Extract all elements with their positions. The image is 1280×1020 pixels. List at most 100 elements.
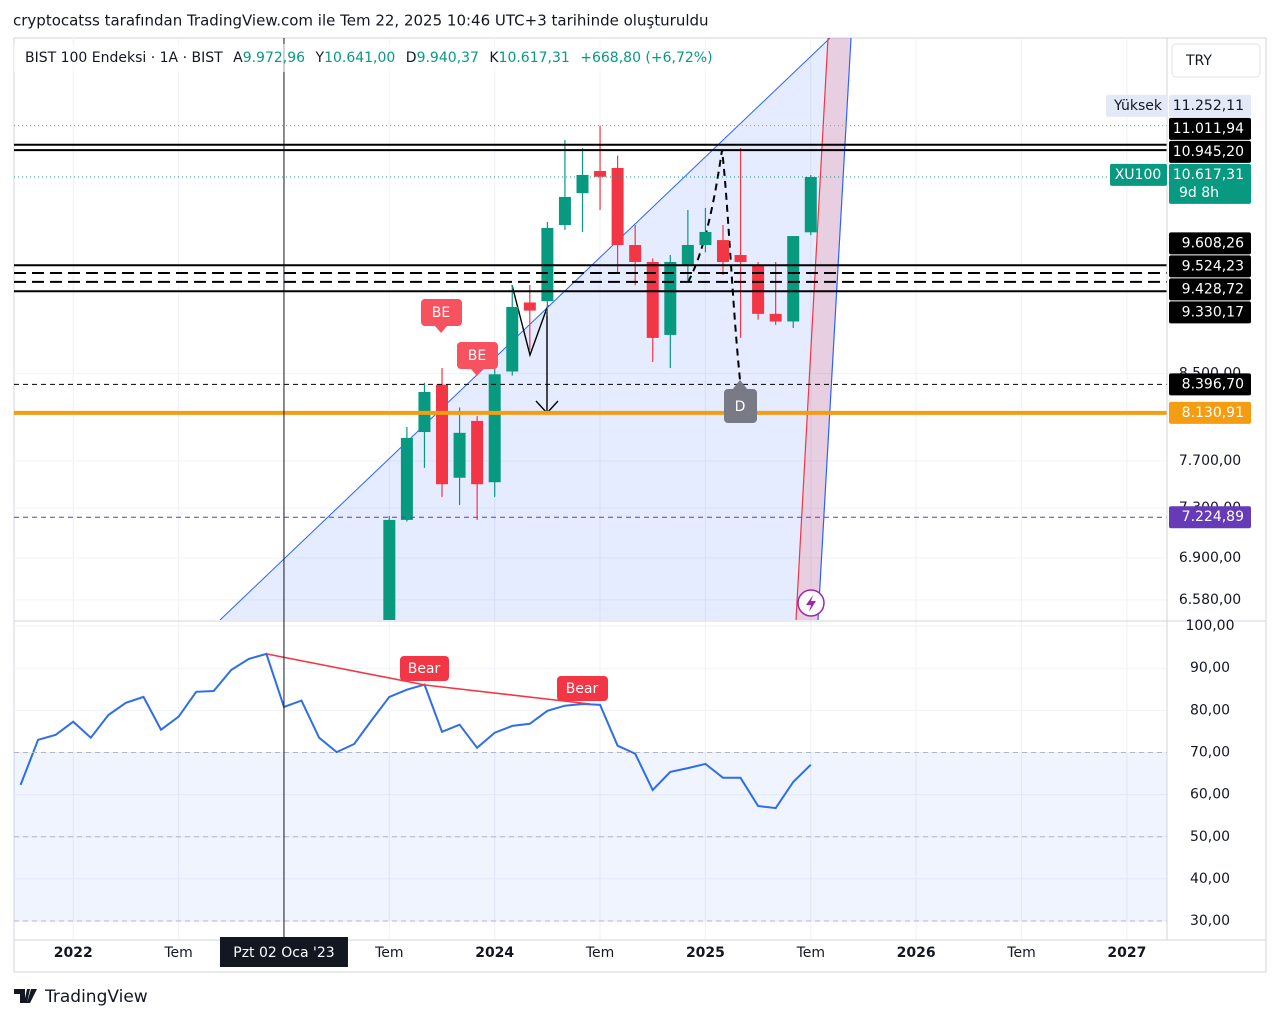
candle-body [471, 420, 484, 485]
channel-fill [796, 38, 851, 620]
bear-label: Bear [566, 681, 599, 697]
y-tick-label: 7.700,00 [1179, 453, 1241, 469]
lightning [806, 595, 816, 612]
rsi-pane [14, 652, 1167, 922]
bear-label: Bear [408, 661, 441, 677]
crosshair-label-bg [219, 937, 348, 967]
trend-line [817, 38, 852, 620]
symbol: BIST 100 Endeksi · 1A · BIST [25, 50, 223, 66]
price-label: 9.428,72 [1182, 281, 1244, 297]
be-label: BE [468, 348, 486, 364]
ohlc-value: 10.617,31 [499, 50, 570, 66]
y-tick-label: 6.900,00 [1179, 550, 1241, 566]
be-label: BE [432, 305, 450, 321]
be-pointer [435, 326, 447, 333]
candle-body [787, 236, 800, 322]
be-pointer [471, 369, 483, 376]
drawings [219, 38, 852, 620]
x-tick-label: Tem [163, 945, 192, 961]
y-tick-label: 100,00 [1186, 618, 1235, 634]
ohlc-key: D [406, 50, 417, 66]
y-tick-label: 6.580,00 [1179, 592, 1241, 608]
tag: Yüksek [1113, 98, 1163, 114]
x-tick-label: 2024 [475, 945, 514, 961]
candle-body [400, 437, 413, 520]
candle-body [558, 196, 571, 225]
candle-body [699, 231, 712, 245]
d-marker [724, 389, 757, 423]
rsi-line [19, 652, 812, 810]
candle-body [611, 167, 624, 245]
price-label: 8.396,70 [1182, 376, 1244, 392]
candle-body [629, 244, 642, 262]
footer-logo: TradingView [14, 987, 148, 1007]
candle-body [488, 374, 501, 483]
crosshair: Pzt 02 Oca '23 [219, 38, 348, 967]
projection-curve [687, 149, 741, 381]
price-label: 9.608,26 [1182, 235, 1244, 251]
x-tick-label: 2026 [897, 945, 936, 961]
watermark: cryptocatss tarafından TradingView.com i… [13, 12, 709, 30]
x-tick-label: Tem [585, 945, 614, 961]
candle-body [506, 306, 519, 372]
ohlc-value: 10.641,00 [324, 50, 395, 66]
price-label: 11.011,94 [1173, 121, 1244, 137]
change: +668,80 (+6,72%) [580, 50, 712, 66]
price-label-bg [1169, 373, 1251, 396]
currency-button[interactable] [1171, 43, 1261, 78]
y-tick-label: 80,00 [1190, 702, 1230, 718]
bear-marker [400, 656, 449, 681]
chart-frame [13, 37, 1267, 973]
price-label: 7.224,89 [1182, 509, 1244, 525]
x-tick-label: 2025 [686, 945, 725, 961]
price-label-bg [1169, 117, 1251, 140]
price-label-bg [1169, 278, 1251, 301]
ohlc-key: K [489, 50, 499, 66]
price-label: 9.524,23 [1182, 258, 1244, 274]
x-tick-label: 2022 [54, 945, 93, 961]
price-label-bg [1169, 301, 1251, 324]
price-labels: 11.252,11 Yüksek 11.011,94 10.945,20 10.617,… [1106, 94, 1251, 529]
trend-line [219, 38, 831, 620]
trend-line [795, 38, 829, 620]
tag: XU100 [1115, 167, 1162, 183]
tag-bg [1110, 163, 1167, 186]
x-tick-label: Tem [1006, 945, 1035, 961]
candle-body [383, 519, 396, 620]
crosshair-label: Pzt 02 Oca '23 [233, 945, 334, 961]
be-marker [421, 299, 462, 326]
candle-body [734, 255, 747, 262]
price-label: 10.617,31 [1173, 167, 1244, 183]
x-tick-label: Tem [796, 945, 825, 961]
divergence-line [266, 653, 591, 705]
candle-body [804, 176, 817, 233]
d-pointer [732, 380, 748, 390]
ohlc-key: A [233, 50, 243, 66]
y-tick-label: 90,00 [1190, 660, 1230, 676]
price-label-bg [1169, 232, 1251, 255]
logo-text: TradingView [44, 987, 148, 1007]
candle-body [769, 313, 782, 322]
ohlc-value: 9.940,37 [417, 50, 479, 66]
y-tick-label: 60,00 [1190, 787, 1230, 803]
candle-body [436, 384, 449, 485]
be-marker [457, 342, 498, 369]
candle-body [681, 244, 694, 265]
legend-bg [14, 44, 734, 72]
logo-icon [14, 989, 37, 1003]
y-tick-label: 30,00 [1190, 913, 1230, 929]
ohlc-value: 9.972,96 [243, 50, 305, 66]
candle-body [716, 240, 729, 262]
price-label-bg [1169, 255, 1251, 278]
y-tick-label: 40,00 [1190, 871, 1230, 887]
y-tick-label: 70,00 [1190, 744, 1230, 760]
price-label-bg [1169, 94, 1251, 117]
price-label: 11.252,11 [1173, 98, 1244, 114]
candle-body [664, 261, 677, 335]
bear-markers: Bear Bear [400, 656, 608, 701]
price-label-bg [1169, 401, 1251, 424]
y-tick-label: 50,00 [1190, 829, 1230, 845]
price-label: 8.130,91 [1182, 405, 1244, 421]
